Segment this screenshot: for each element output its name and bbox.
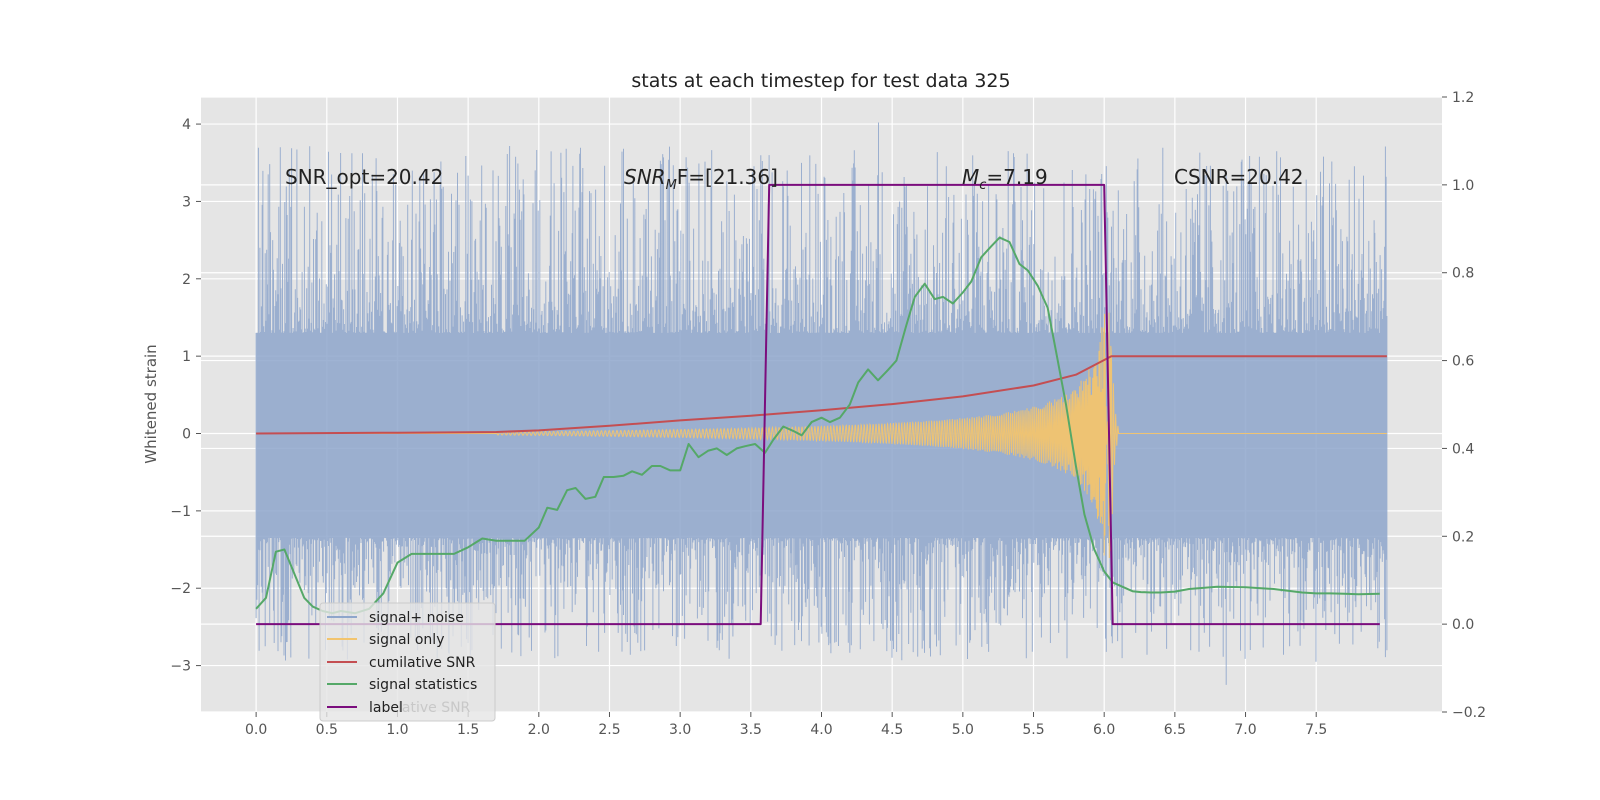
series-lines [255,183,1387,626]
x-tick-label-12: 6.0 [1093,722,1115,738]
annotation-snr-opt: SNR_opt=20.42 [285,165,443,189]
y2-tick-label-6: 1.0 [1452,178,1474,194]
y-tick-label-6: 3 [182,194,191,210]
annotation-snr-mf-value: F=[21.36] [677,165,778,189]
y2-tick-label-1: 0.0 [1452,617,1474,633]
x-tick-label-14: 7.0 [1234,722,1256,738]
x-tick-label-7: 3.5 [740,722,762,738]
x-tick-label-2: 1.0 [386,722,408,738]
label-line [256,183,1380,626]
signal-only-trace [495,312,1387,559]
x-tick-label-11: 5.5 [1022,722,1044,738]
series-signal-plus-noise [255,122,1388,685]
y-tick-label-5: 2 [182,272,191,288]
y-axis-label: Whitened strain [142,344,160,463]
legend-label-signal-noise: signal+ noise [369,610,464,626]
annotation-csnr: CSNR=20.42 [1174,165,1304,189]
annotation-snr-mf-symbol: SNR [624,165,666,189]
legend-box [319,602,496,722]
legend: lative SNR signal+ noise signal only cum… [319,602,496,722]
annotation-snr-mf: SNRMF=[21.36] [624,165,778,193]
y-tick-label-3: 0 [182,427,191,443]
y-tick-label-0: −3 [170,659,191,675]
y2-tick-label-7: 1.2 [1452,90,1474,106]
legend-label-label: label [369,700,403,716]
signal-statistics-line [255,236,1380,615]
annotation-mc: Mc=7.19 [962,165,1048,193]
x-tick-label-3: 1.5 [457,722,479,738]
legend-label-cumulative-snr: cumilative SNR [369,655,476,671]
annotation-mc-subscript: c [979,178,986,193]
y2-tick-label-2: 0.2 [1452,529,1474,545]
chart-title: stats at each timestep for test data 325 [631,70,1010,92]
x-tick-label-8: 4.0 [810,722,832,738]
x-tick-label-13: 6.5 [1164,722,1186,738]
y2-tick-label-3: 0.4 [1452,441,1474,457]
y2-tick-label-5: 0.8 [1452,266,1474,282]
y2-tick-label-4: 0.6 [1452,354,1474,370]
x-tick-label-4: 2.0 [528,722,550,738]
annotation-mc-symbol: M [962,165,979,189]
x-tick-label-9: 4.5 [881,722,903,738]
y-tick-label-4: 1 [182,349,191,365]
x-tick-label-5: 2.5 [598,722,620,738]
legend-label-signal-only: signal only [369,632,444,648]
y-tick-label-2: −1 [170,504,191,520]
legend-label-signal-statistics: signal statistics [369,677,477,693]
y-tick-label-1: −2 [170,581,191,597]
x-tick-label-0: 0.0 [245,722,267,738]
y-tick-label-7: 4 [182,117,191,133]
x-tick-label-6: 3.0 [669,722,691,738]
legend-obscured-text: lative SNR [398,700,471,716]
x-tick-label-1: 0.5 [316,722,338,738]
annotation-snr-mf-subscript: M [666,178,677,193]
ticks: 0.0 0.5 1.0 1.5 2.0 2.5 3.0 3.5 4.0 4.5 5.0 5.5 6.0 6… [170,90,1486,738]
y2-tick-label-0: −0.2 [1452,705,1486,721]
x-tick-label-15: 7.5 [1305,722,1327,738]
annotation-mc-value: =7.19 [986,165,1047,189]
signal-noise-trace [255,122,1388,685]
x-tick-label-10: 5.0 [952,722,974,738]
